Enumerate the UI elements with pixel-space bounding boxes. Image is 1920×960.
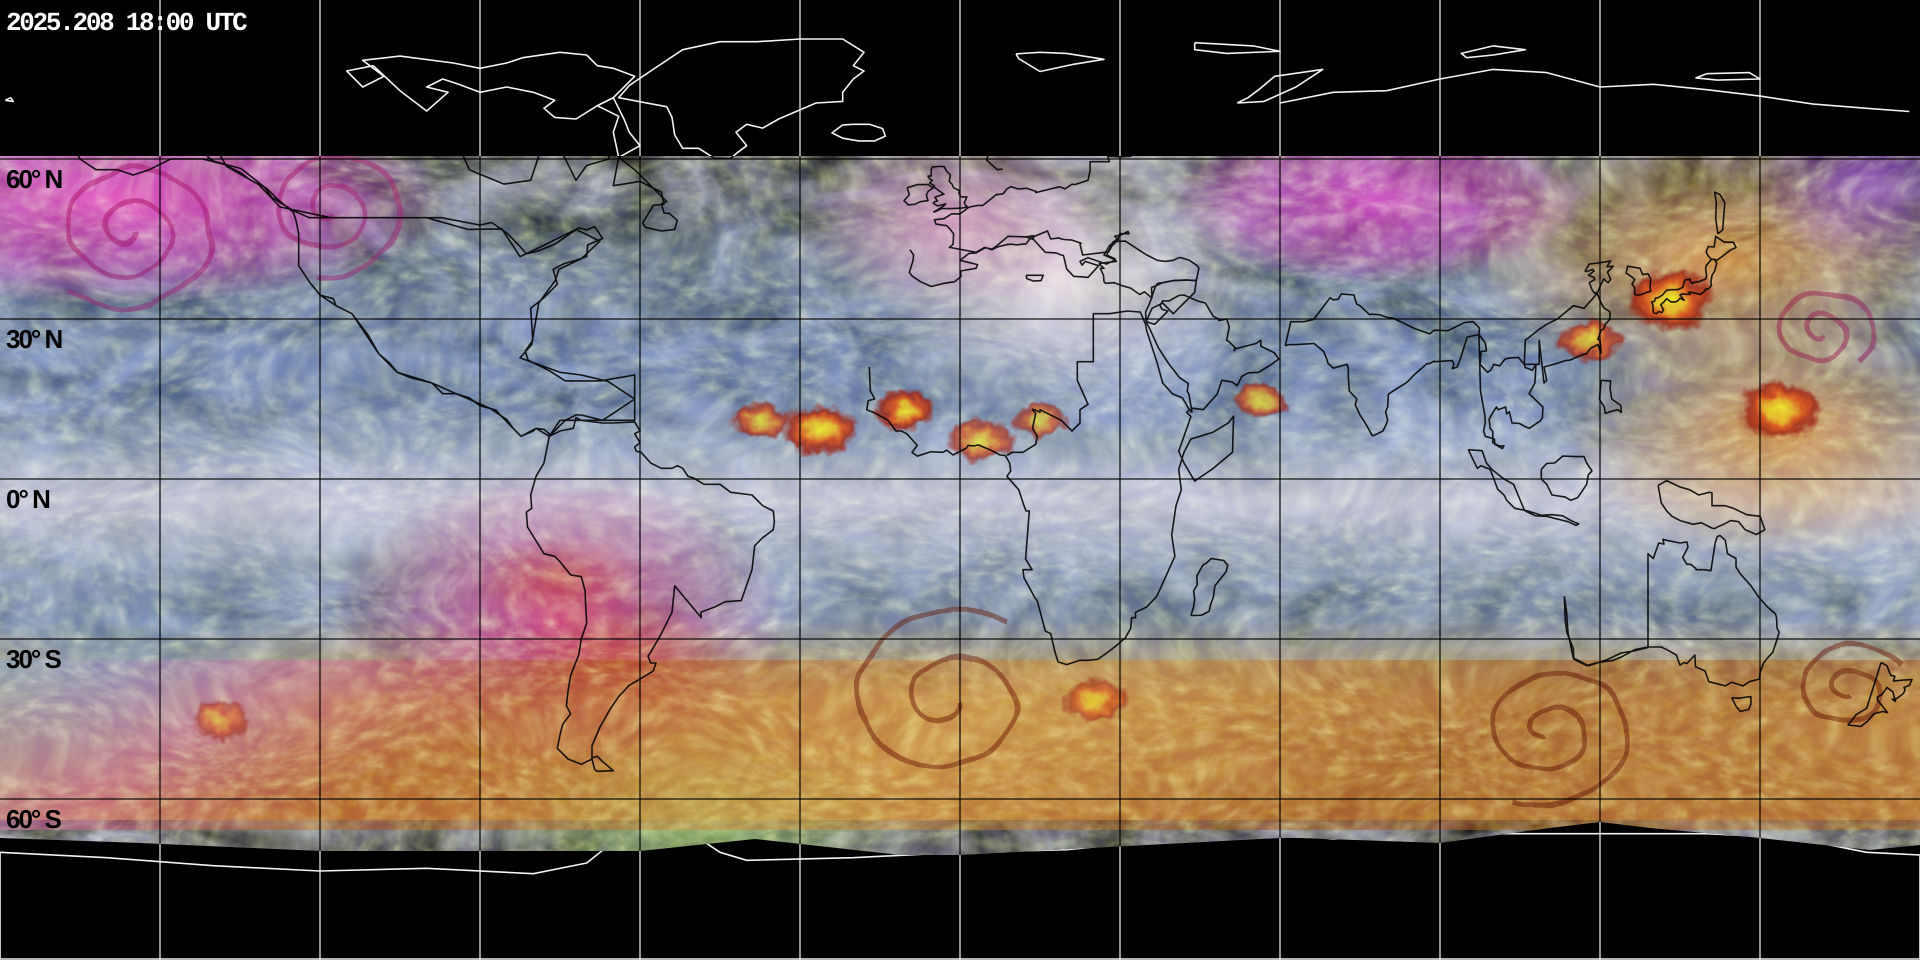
svg-text:60° S: 60° S <box>6 804 62 834</box>
svg-text:0° N: 0° N <box>6 484 50 514</box>
svg-text:30° N: 30° N <box>6 324 63 354</box>
svg-text:2025.208 18:00 UTC: 2025.208 18:00 UTC <box>6 8 247 38</box>
svg-text:30° S: 30° S <box>6 644 62 674</box>
svg-text:60° N: 60° N <box>6 164 63 194</box>
